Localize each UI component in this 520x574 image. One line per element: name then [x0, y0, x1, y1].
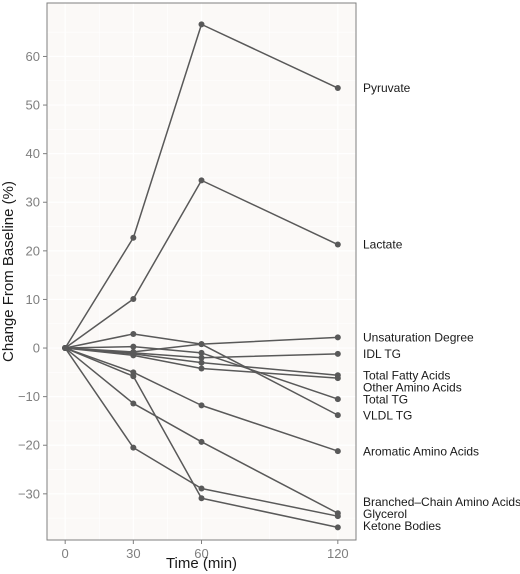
y-tick-label: 40 [26, 146, 40, 161]
y-tick-label: −30 [18, 486, 40, 501]
data-point [334, 350, 341, 357]
data-point [198, 177, 205, 184]
series-ketone-bodies [62, 345, 341, 531]
data-point [334, 85, 341, 92]
series-layer [62, 21, 341, 531]
series-label-layer: Pyruvate Lactate Unsaturation Degree IDL TG… [363, 81, 520, 533]
series-line [64, 347, 339, 452]
y-tick-label: 0 [33, 341, 40, 356]
series-line [64, 347, 338, 529]
data-point [198, 485, 205, 492]
y-tick-label: 20 [26, 243, 40, 258]
x-tick-label: 60 [194, 546, 208, 561]
y-tick-label: −20 [18, 438, 40, 453]
data-point [198, 359, 205, 366]
series-line [64, 347, 338, 517]
data-point [334, 241, 341, 248]
data-point [334, 375, 341, 382]
series-line [65, 333, 338, 349]
series-label: Aromatic Amino Acids [363, 444, 479, 458]
data-point [334, 513, 341, 520]
x-tick-label: 0 [62, 546, 69, 561]
series-line [64, 179, 339, 349]
data-point [130, 348, 137, 355]
data-point [130, 330, 137, 337]
data-point [198, 354, 205, 361]
data-point [130, 400, 137, 407]
data-point [198, 349, 205, 356]
y-tick-label: 50 [26, 98, 40, 113]
y-axis-title: Change From Baseline (%) [0, 181, 17, 362]
axis-ticks: −30 −20 −10 0 10 20 30 40 50 60 0 30 60 120 [18, 49, 349, 561]
data-point [198, 341, 205, 348]
series-label: Other Amino Acids [363, 380, 462, 394]
data-point [334, 412, 341, 419]
y-tick-label: 10 [26, 292, 40, 307]
data-point [198, 438, 205, 445]
data-point [334, 334, 341, 341]
data-point [130, 444, 137, 451]
series-line [64, 23, 339, 349]
data-point [130, 373, 137, 380]
data-point [198, 495, 205, 502]
data-point [62, 345, 69, 352]
x-tick-label: 120 [327, 546, 349, 561]
data-point [198, 402, 205, 409]
data-point [334, 524, 341, 531]
series-label: Lactate [363, 238, 403, 252]
series-line [65, 347, 338, 379]
data-point [130, 343, 137, 350]
y-tick-label: 30 [26, 195, 40, 210]
data-point [130, 295, 137, 302]
series-label: IDL TG [363, 347, 401, 361]
data-point [130, 234, 137, 241]
series-label: Ketone Bodies [363, 519, 441, 533]
series-line [65, 343, 339, 416]
series-label: Unsaturation Degree [363, 331, 474, 345]
y-tick-label: 60 [26, 49, 40, 64]
x-axis-title: Time (min) [166, 555, 237, 572]
series-label: Glycerol [363, 507, 407, 521]
data-point [198, 365, 205, 372]
data-point [198, 21, 205, 28]
data-point [334, 448, 341, 455]
series-label: VLDL TG [363, 408, 412, 422]
series-line [64, 347, 339, 514]
series-line [65, 345, 339, 400]
series-label: Pyruvate [363, 81, 411, 95]
y-tick-label: −10 [18, 389, 40, 404]
series-label: Total TG [363, 392, 408, 406]
x-tick-label: 30 [126, 546, 140, 561]
series-label: Branched–Chain Amino Acids [363, 495, 520, 509]
data-point [334, 396, 341, 403]
series-label: Total Fatty Acids [363, 368, 450, 382]
